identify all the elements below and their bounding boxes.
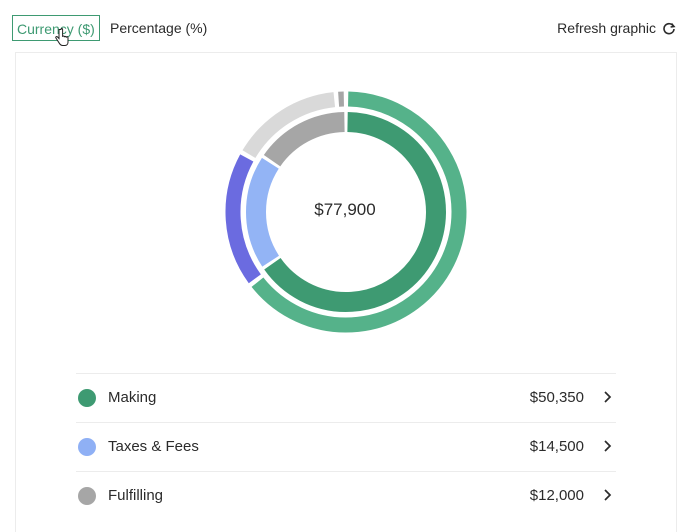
chevron-right-icon: [602, 488, 612, 502]
donut-inner-slice-3: [272, 122, 344, 161]
legend-label-making: Making: [108, 389, 156, 406]
legend-label-taxes-fees: Taxes & Fees: [108, 438, 199, 455]
refresh-graphic-label: Refresh graphic: [557, 15, 656, 41]
chevron-right-icon: [602, 439, 612, 453]
legend-row-making[interactable]: Making $50,350: [76, 373, 616, 422]
refresh-graphic-button[interactable]: Refresh graphic: [557, 15, 676, 41]
legend-value-fulfilling: $12,000: [530, 487, 584, 504]
legend: Making $50,350 Taxes & Fees $14,500 Fulf…: [76, 373, 616, 520]
legend-dot-making: [78, 389, 96, 407]
legend-dot-fulfilling: [78, 487, 96, 505]
legend-row-taxes-fees[interactable]: Taxes & Fees $14,500: [76, 422, 616, 471]
donut-total: $77,900: [245, 200, 445, 220]
legend-row-fulfilling[interactable]: Fulfilling $12,000: [76, 471, 616, 520]
toolbar: Currency ($) Percentage (%) Refresh grap…: [0, 0, 690, 52]
hand-cursor-icon: [54, 28, 70, 48]
legend-dot-taxes-fees: [78, 438, 96, 456]
tab-percentage[interactable]: Percentage (%): [110, 15, 207, 41]
legend-value-taxes-fees: $14,500: [530, 438, 584, 455]
chevron-right-icon: [602, 390, 612, 404]
legend-value-making: $50,350: [530, 389, 584, 406]
refresh-icon: [662, 21, 676, 35]
legend-label-fulfilling: Fulfilling: [108, 487, 163, 504]
